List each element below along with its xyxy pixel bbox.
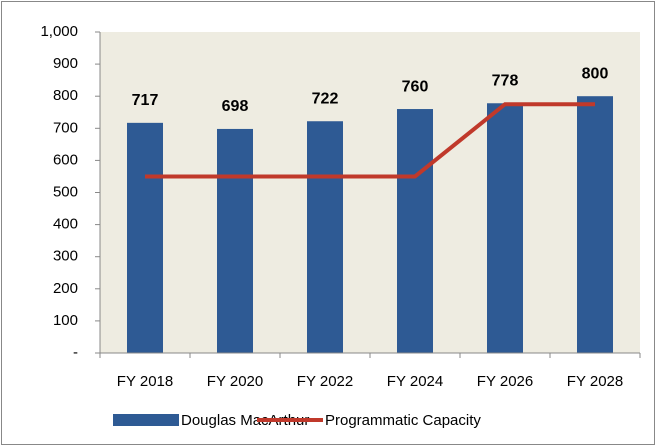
value-label: 717 [132, 92, 159, 109]
legend-swatch [113, 414, 179, 426]
y-tick-label: 700 [53, 119, 78, 136]
x-tick-label: FY 2018 [117, 373, 173, 390]
x-tick-label: FY 2022 [297, 373, 353, 390]
y-tick-label: 400 [53, 216, 78, 233]
bar [307, 121, 343, 353]
x-tick-label: FY 2020 [207, 373, 263, 390]
bar [397, 109, 433, 353]
value-label: 760 [402, 78, 429, 95]
value-label: 698 [222, 98, 249, 115]
y-tick-label: 100 [53, 312, 78, 329]
line [145, 102, 595, 179]
y-tick-label: - [73, 344, 78, 361]
value-label: 800 [582, 65, 609, 82]
y-tick-label: 1,000 [40, 23, 78, 40]
y-tick-label: 800 [53, 87, 78, 104]
bar [487, 103, 523, 354]
value-label: 778 [492, 72, 519, 89]
y-tick-label: 600 [53, 151, 78, 168]
x-tick-label: FY 2026 [477, 373, 533, 390]
bar [127, 122, 163, 353]
plot-area [100, 32, 640, 353]
legend-label: Programmatic Capacity [325, 412, 481, 429]
legend-label: Douglas MacArthur [181, 412, 309, 429]
x-tick-label: FY 2028 [567, 373, 623, 390]
bar [577, 96, 613, 353]
y-tick-label: 500 [53, 183, 78, 200]
value-label: 722 [312, 90, 339, 107]
bar [217, 128, 253, 353]
y-tick-label: 900 [53, 55, 78, 72]
y-tick-label: 300 [53, 248, 78, 265]
x-tick-label: FY 2024 [387, 373, 443, 390]
y-tick-label: 200 [53, 280, 78, 297]
